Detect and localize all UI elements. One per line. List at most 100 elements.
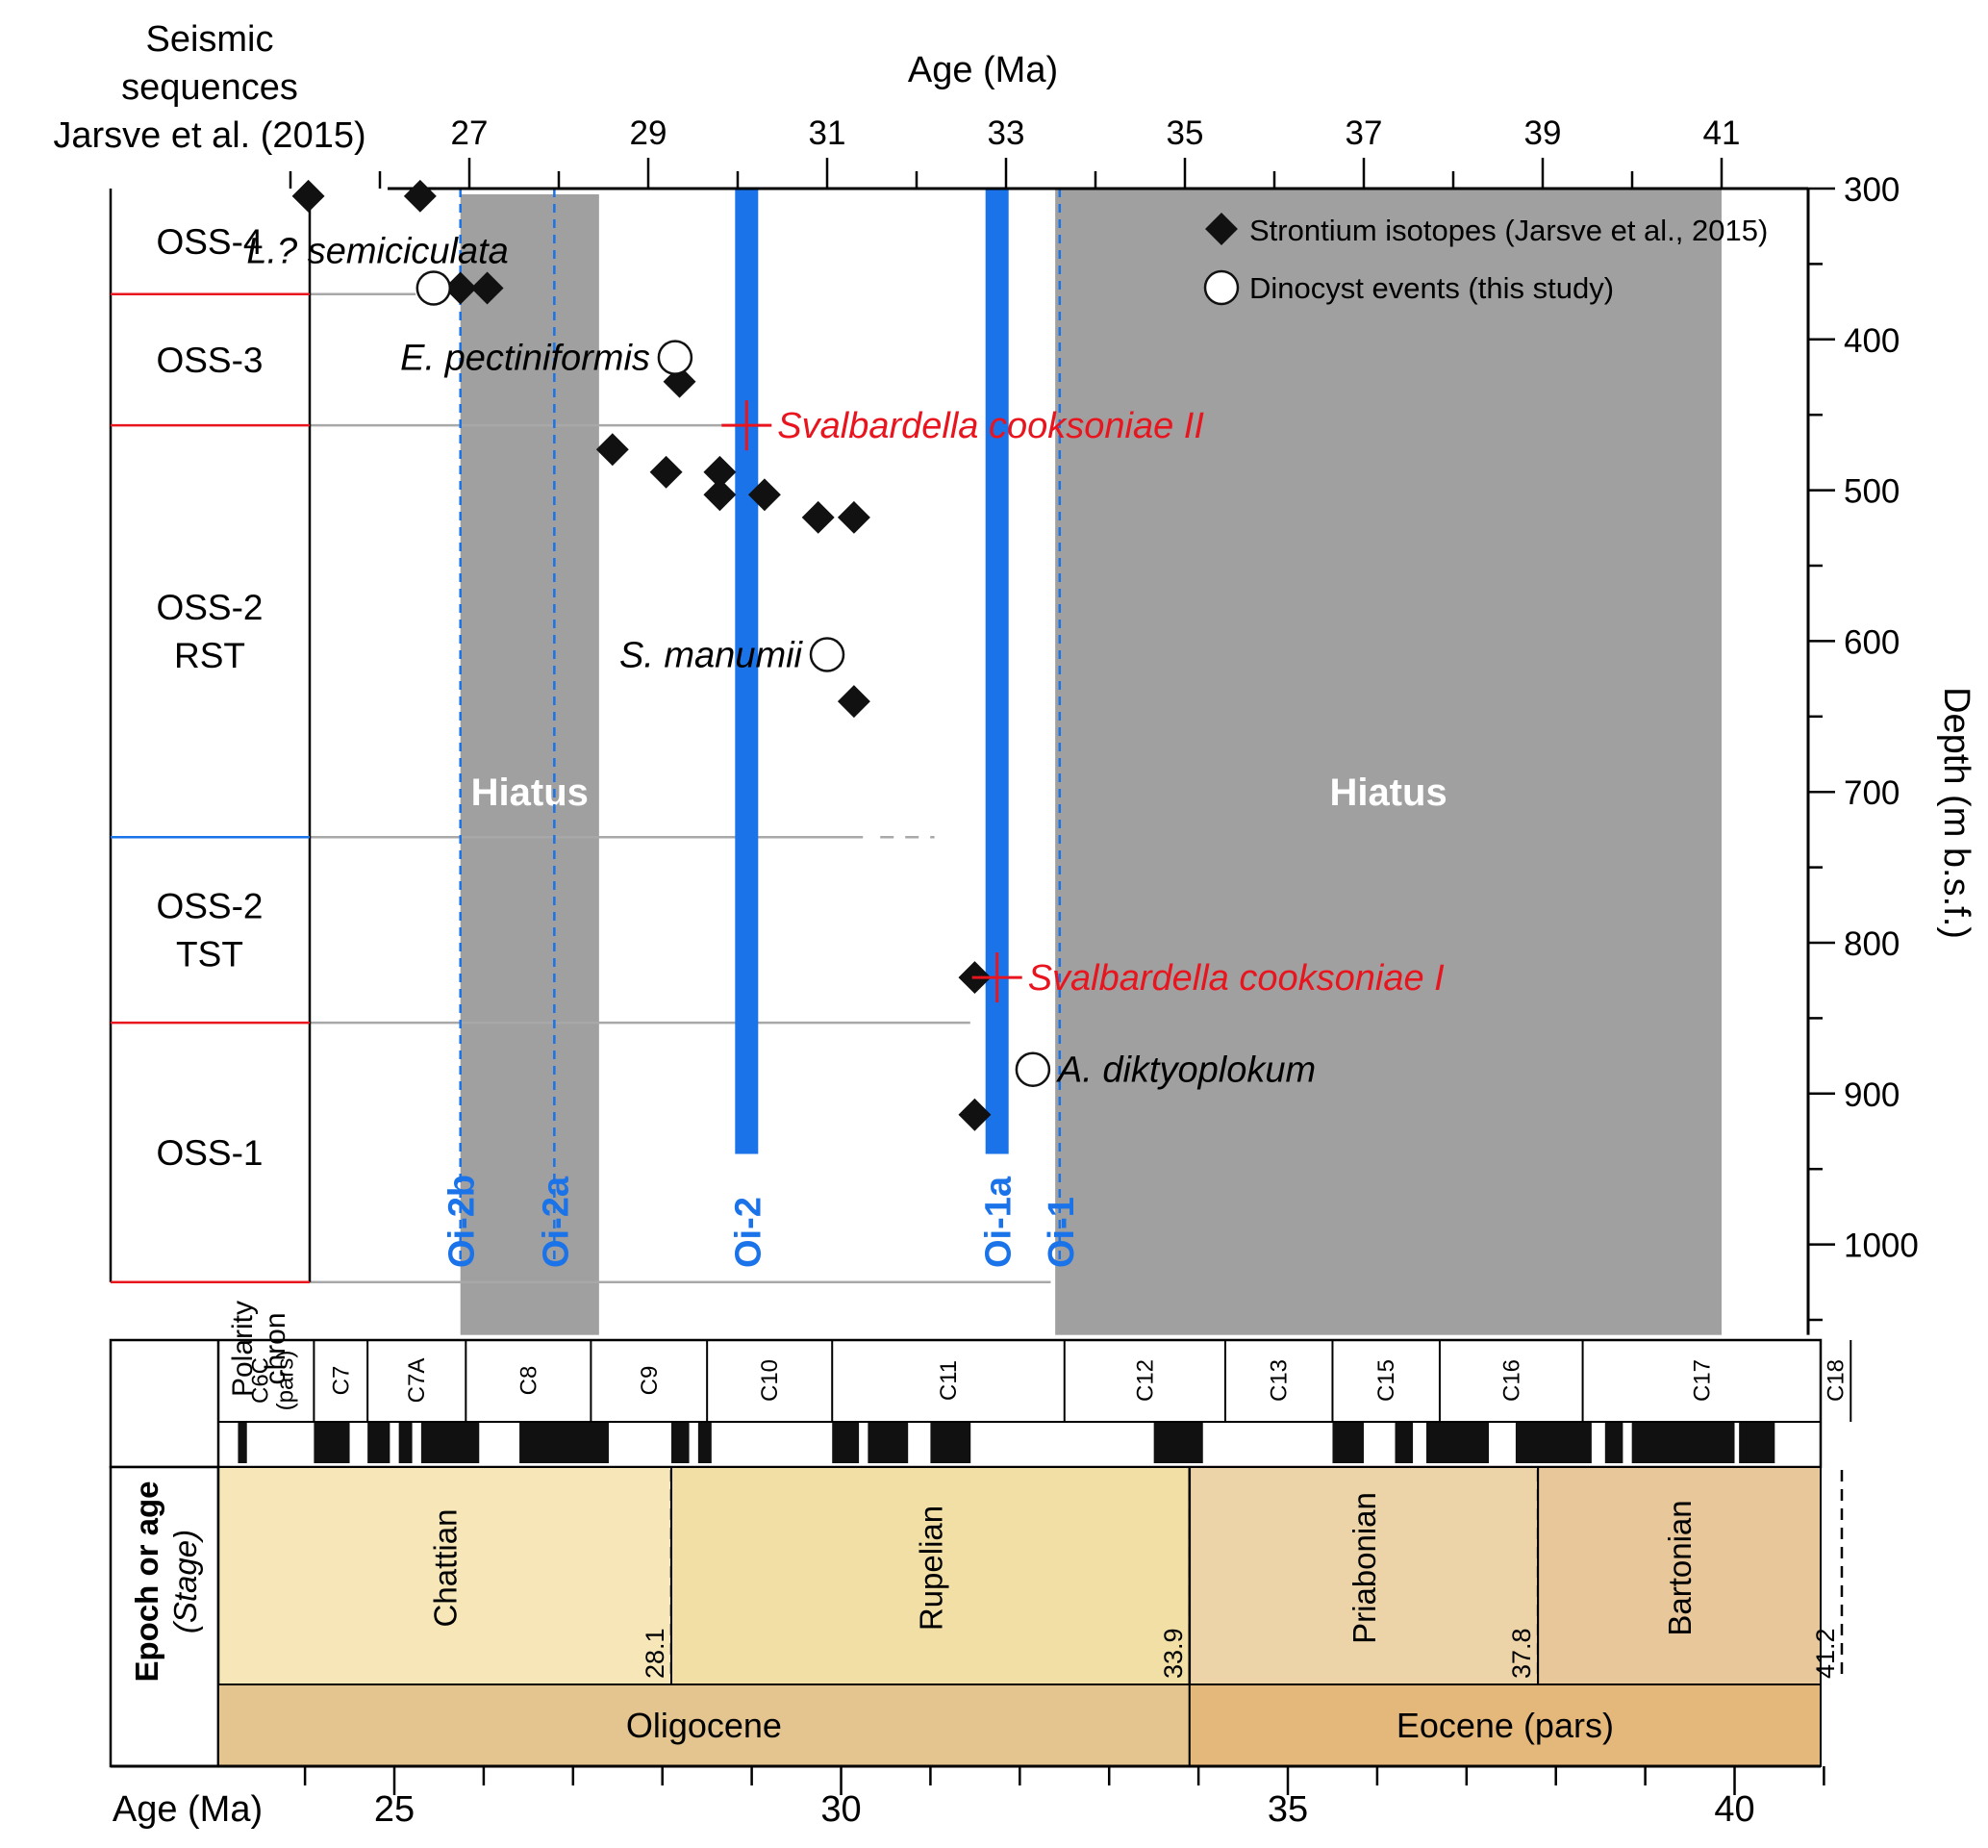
x-tick-label-39: 39 (1524, 114, 1562, 152)
normal-polarity-7 (671, 1423, 690, 1463)
normal-polarity-1 (238, 1423, 247, 1463)
dinocyst-point-4 (1015, 1051, 1051, 1087)
event-label-oi-2b: Oi-2b (442, 1175, 483, 1268)
points-layer: L.? semiciculata E. pectiniformis S. manum… (246, 179, 1445, 1131)
polarity-label-line-2: chron (260, 1312, 291, 1384)
event-label-oi-1a: Oi-1a (979, 1176, 1019, 1268)
chron-label-c13: C13 (1267, 1359, 1293, 1402)
x-tick-label-37: 37 (1346, 114, 1383, 152)
chron-label-c6c-pars-2: (pars) (273, 1351, 299, 1411)
strontium-point-13 (837, 685, 870, 719)
normal-polarity-3 (367, 1423, 390, 1463)
normal-polarity-12 (1153, 1423, 1203, 1463)
sequence-label-oss-2-tst-line-1: OSS-2 (156, 887, 263, 926)
dinocyst-label-a-diktyoplokum: A. diktyoplokum (1056, 1051, 1316, 1091)
top-chart: Seismic sequences Jarsve et al. (2015) A… (53, 19, 1976, 1335)
normal-polarity-9 (832, 1423, 860, 1463)
legend: Strontium isotopes (Jarsve et al., 2015)… (1203, 213, 1768, 306)
chron-label-c11: C11 (936, 1360, 962, 1401)
stage-boundary-age-37.8: 37.8 (1507, 1628, 1536, 1679)
stage-cell-chattian (217, 1466, 673, 1685)
stage-name-priabonian: Priabonian (1346, 1492, 1382, 1644)
epoch-cell-eocene-pars (1188, 1683, 1822, 1767)
hiatus-label-2: Hiatus (1329, 772, 1447, 814)
strontium-point-11 (801, 500, 835, 534)
hiatus-band-1 (460, 194, 599, 1335)
strontium-point-7 (649, 455, 683, 489)
stage-label-line-2: (Stage) (167, 1530, 203, 1633)
chron-label-c8: C8 (516, 1366, 541, 1396)
normal-polarity-11 (930, 1423, 971, 1463)
stage-label-line-1: Epoch or age (129, 1481, 164, 1682)
sequence-label-oss-4: OSS-4 (156, 222, 263, 262)
sequence-label-oss-2-rst-line-1: OSS-2 (156, 588, 263, 627)
event-label-oi-2a: Oi-2a (536, 1176, 576, 1268)
red-marker-label-svalbardella-cooksoniae-ii: Svalbardella cooksoniae II (777, 406, 1204, 446)
bottom-tick-label-40: 40 (1714, 1789, 1754, 1830)
dinocyst-label-e-pectiniformis: E. pectiniformis (400, 339, 650, 379)
stage-boundary-age-28.1: 28.1 (641, 1628, 669, 1679)
y-tick-label-800: 800 (1844, 925, 1900, 963)
polarity-label-line-1: Polarity (227, 1301, 259, 1397)
x-tick-label-31: 31 (809, 114, 846, 152)
left-header-line-1: Seismic (145, 19, 273, 60)
chron-label-c16: C16 (1498, 1359, 1524, 1402)
stage-cell-priabonian (1188, 1466, 1540, 1685)
strontium-point-3 (443, 271, 477, 305)
y-tick-label-300: 300 (1844, 171, 1900, 209)
dinocyst-label-l-semiciculata: L.? semiciculata (246, 231, 508, 271)
chron-label-c17: C17 (1689, 1359, 1715, 1402)
dinocyst-point-2 (657, 340, 693, 375)
normal-polarity-20 (1739, 1423, 1775, 1463)
normal-polarity-17 (1604, 1423, 1623, 1463)
normal-polarity-16 (1515, 1423, 1592, 1463)
legend-strontium-label: Strontium isotopes (Jarsve et al., 2015) (1249, 214, 1768, 247)
hiatus-band-2 (1055, 189, 1722, 1335)
stage-name-bartonian: Bartonian (1662, 1500, 1698, 1635)
sequence-lines-layer (310, 292, 1051, 1284)
left-header-line-2: sequences (121, 67, 298, 108)
sequence-label-oss-1: OSS-1 (156, 1133, 263, 1173)
epoch-row: Oligocene Eocene (pars) (217, 1683, 1822, 1767)
normal-polarity-19 (1645, 1423, 1735, 1463)
y-tick-label-600: 600 (1844, 623, 1900, 661)
left-header-line-3: Jarsve et al. (2015) (53, 115, 365, 156)
chron-label-c7: C7 (328, 1366, 354, 1396)
event-bar-oi-1a (985, 189, 1009, 1154)
strontium-point-15 (958, 1098, 992, 1131)
strontium-point-4 (470, 271, 504, 305)
chron-label-c6c-pars-1: C6C (248, 1357, 274, 1404)
y-tick-label-400: 400 (1844, 322, 1900, 360)
normal-polarity-10 (868, 1423, 909, 1463)
legend-circle-icon (1203, 269, 1240, 306)
event-label-oi-1: Oi-1 (1042, 1197, 1082, 1268)
strontium-point-6 (595, 433, 629, 467)
stage-cell-bartonian (1537, 1466, 1823, 1685)
bottom-tick-label-25: 25 (374, 1789, 415, 1830)
normal-polarity-2 (314, 1423, 350, 1463)
stage-label-cell (109, 1465, 220, 1768)
strontium-point-1 (291, 179, 325, 213)
x-tick-label-29: 29 (630, 114, 667, 152)
epoch-name-eocene-pars: Eocene (pars) (1397, 1706, 1614, 1745)
epoch-cell-oligocene (217, 1683, 1191, 1767)
y-axis-title: Depth (m b.s.f.) (1936, 687, 1976, 939)
y-tick-label-900: 900 (1844, 1076, 1900, 1114)
normal-polarity-8 (697, 1423, 712, 1463)
normal-polarity-4 (398, 1423, 413, 1463)
event-bar-oi-2 (735, 189, 759, 1154)
normal-polarity-14 (1395, 1423, 1414, 1463)
polarity-chron-row: C6C (pars) C7 C7A C8 C9 C10 C11 C12 C13 C15 C16 C17 C… (109, 1338, 1852, 1469)
strontium-point-12 (837, 500, 870, 534)
dinocyst-label-s-manumii: S. manumii (619, 636, 804, 676)
strontium-point-10 (747, 478, 781, 512)
chron-label-c10: C10 (757, 1359, 783, 1402)
axes-layer: 27 29 31 33 35 37 39 41 300 400 500 600 700 800 900 100… (289, 114, 1919, 1335)
strontium-point-8 (703, 455, 737, 489)
bottom-age-axis: 25 30 35 40 (111, 1764, 1825, 1830)
sequence-column: OSS-4 OSS-3 OSS-2 RST OSS-2 TST OSS-1 (109, 189, 312, 1284)
chron-label-c9: C9 (637, 1366, 663, 1396)
chron-label-c18: C18 (1824, 1359, 1850, 1402)
dinocyst-point-3 (809, 637, 845, 672)
chron-label-c15: C15 (1373, 1359, 1399, 1402)
